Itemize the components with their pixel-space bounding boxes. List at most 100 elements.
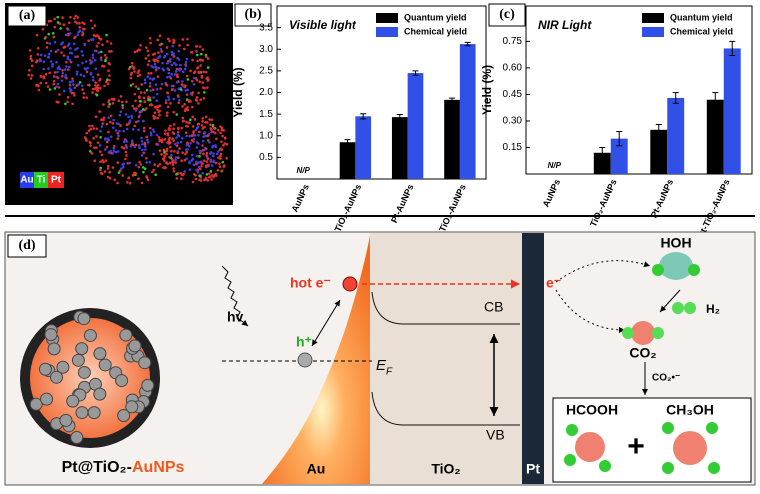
dot	[129, 84, 133, 87]
dot	[170, 149, 173, 153]
dot	[133, 172, 137, 175]
dot	[166, 111, 169, 114]
dot	[221, 160, 225, 164]
dot	[125, 100, 128, 104]
dot	[189, 92, 193, 95]
dot	[74, 35, 77, 39]
dot	[94, 81, 97, 84]
dot	[163, 150, 166, 153]
dot	[168, 155, 171, 159]
dot	[180, 83, 184, 86]
dot	[196, 170, 200, 174]
dot	[201, 81, 205, 84]
dot	[137, 87, 140, 90]
error-bar	[344, 139, 351, 146]
dot	[138, 103, 142, 107]
dot	[78, 80, 82, 84]
dot	[43, 54, 47, 57]
dot	[93, 159, 97, 163]
dot	[205, 151, 209, 155]
dot	[119, 124, 122, 127]
dot	[184, 148, 188, 151]
dot	[157, 135, 161, 139]
dot	[77, 312, 91, 326]
dot	[30, 74, 34, 77]
dot	[172, 39, 176, 43]
dot	[100, 118, 103, 121]
dot	[163, 156, 166, 160]
dot	[217, 156, 220, 159]
dot	[191, 58, 194, 62]
dot	[60, 51, 63, 54]
dot	[149, 41, 152, 45]
panel-label: (d)	[18, 238, 35, 253]
bar	[444, 99, 460, 179]
dot	[86, 66, 89, 70]
dot	[81, 33, 84, 37]
dot	[74, 48, 77, 51]
dot	[75, 406, 89, 420]
dot	[223, 136, 227, 140]
dot	[219, 154, 222, 158]
arrow	[555, 260, 651, 283]
dot	[92, 137, 95, 140]
hole	[297, 352, 313, 368]
dot	[88, 124, 91, 128]
dot	[160, 140, 164, 144]
dot	[166, 105, 170, 109]
dot	[202, 96, 206, 100]
dot	[172, 123, 176, 126]
dot	[152, 96, 155, 99]
dot	[66, 27, 69, 30]
dot	[68, 32, 72, 35]
label: CH₃OH	[666, 402, 714, 418]
dot	[101, 122, 105, 125]
dot	[69, 89, 72, 93]
dot	[146, 63, 150, 67]
dot	[116, 137, 120, 140]
dot	[176, 130, 180, 134]
bar	[339, 142, 356, 179]
dot	[155, 99, 159, 102]
dot	[125, 400, 139, 414]
dot	[46, 85, 50, 88]
dot	[170, 72, 174, 76]
dot	[30, 64, 34, 68]
dot	[169, 60, 172, 63]
dot	[166, 132, 170, 135]
dot	[179, 63, 182, 67]
dot	[148, 84, 152, 88]
dot	[185, 98, 189, 101]
dot	[199, 150, 202, 153]
dot	[170, 63, 174, 67]
dot	[61, 68, 64, 72]
dot	[151, 78, 155, 81]
atom	[706, 422, 718, 434]
dot	[135, 49, 139, 53]
dot	[113, 178, 117, 181]
dot	[151, 170, 154, 174]
dot	[75, 342, 89, 356]
dot	[174, 161, 177, 164]
dot	[186, 108, 189, 112]
dot	[137, 165, 141, 169]
dot	[195, 168, 198, 172]
dot	[176, 141, 179, 145]
dot	[206, 157, 210, 160]
dot	[144, 57, 148, 60]
dot	[175, 177, 179, 180]
dot	[107, 164, 110, 168]
dot	[168, 161, 172, 165]
dot	[117, 122, 120, 126]
dot	[209, 158, 213, 162]
dot	[47, 52, 51, 56]
dot	[89, 141, 92, 145]
dot	[27, 73, 30, 77]
dot	[58, 93, 61, 96]
dot	[99, 56, 103, 60]
dot	[176, 73, 179, 77]
dot	[82, 74, 86, 78]
dot	[54, 50, 58, 53]
dot	[160, 50, 164, 53]
dot	[198, 70, 202, 74]
